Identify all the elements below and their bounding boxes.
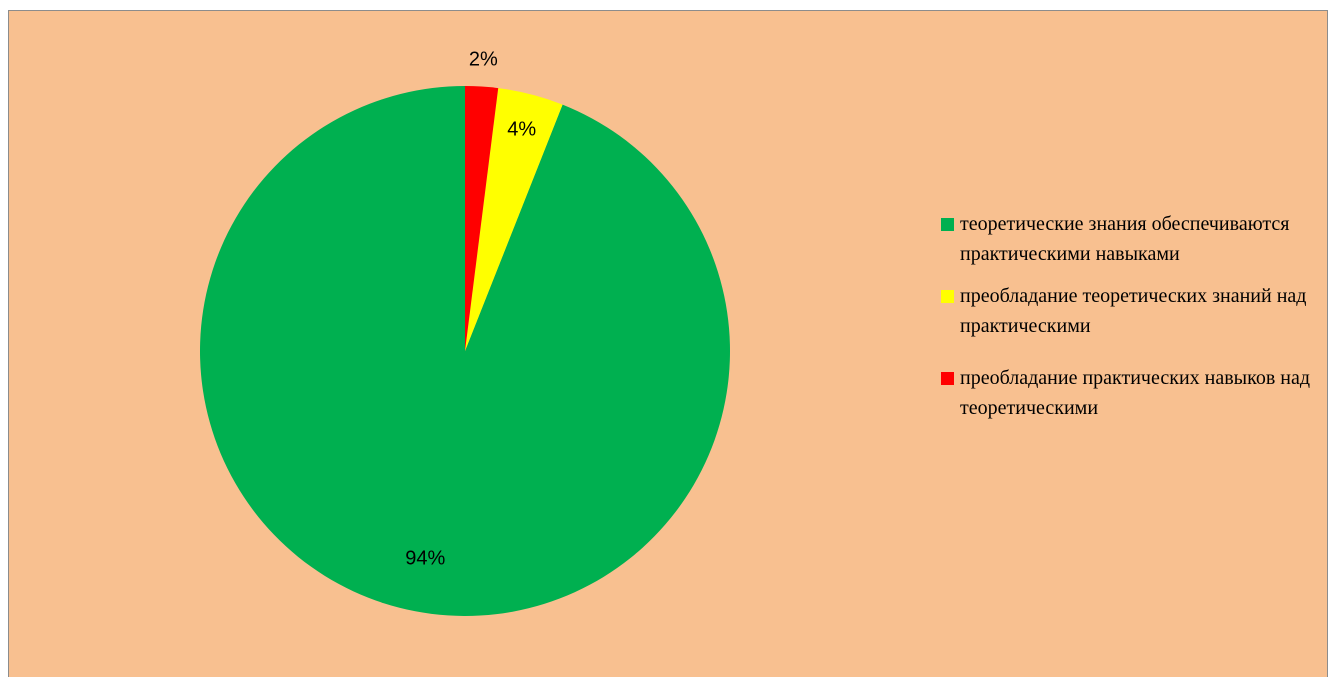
legend-swatch-green — [941, 218, 954, 231]
legend-swatch-red — [941, 372, 954, 385]
legend-item-theory-with-practice: теоретические знания обеспечиваются прак… — [939, 209, 1333, 269]
legend-item-practice-dominant: преобладание практических навыков над те… — [939, 363, 1333, 423]
pie-slice-1 — [199, 86, 730, 616]
pie-slice-2 — [465, 88, 563, 352]
legend-item-theory-dominant: преобладание теоретических знаний над пр… — [939, 281, 1333, 341]
chart-area: 94% 4% 2% теоретические знания обеспечиваю… — [8, 10, 1328, 677]
legend-label: преобладание практических навыков над те… — [960, 367, 1311, 419]
data-label-2: 4% — [507, 119, 536, 141]
data-label-1: 94% — [405, 548, 445, 570]
pie-chart: 94% 4% 2% — [199, 48, 730, 616]
legend-label: преобладание теоретических знаний над пр… — [960, 285, 1307, 337]
legend: теоретические знания обеспечиваются прак… — [939, 209, 1333, 423]
legend-swatch-yellow — [941, 290, 954, 303]
pie-slice-3 — [465, 86, 499, 351]
legend-label: теоретические знания обеспечиваются прак… — [960, 213, 1290, 265]
data-label-3: 2% — [469, 48, 498, 70]
